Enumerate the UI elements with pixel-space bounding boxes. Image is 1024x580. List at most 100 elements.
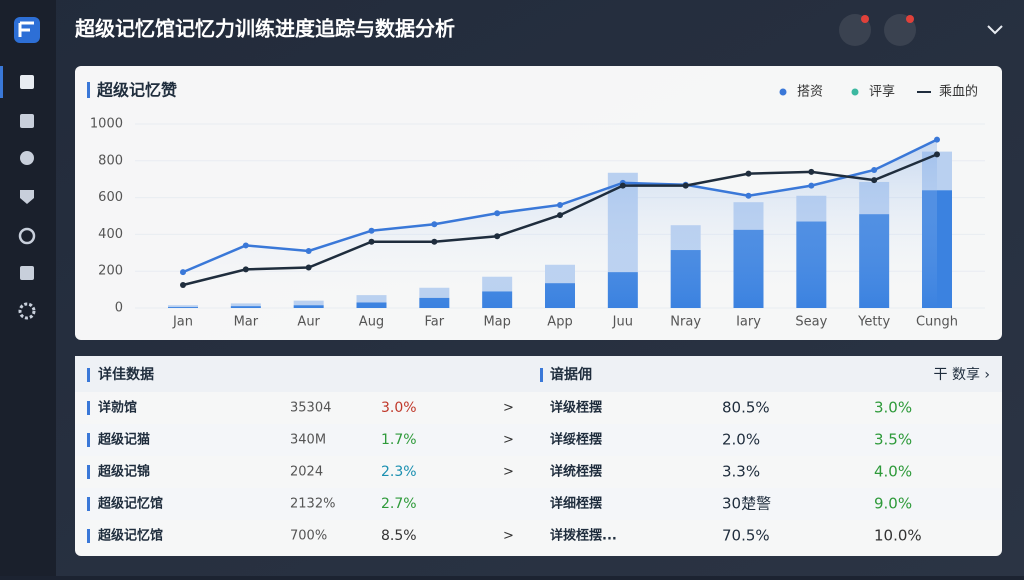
row-accent (87, 433, 90, 447)
row-name: 超级记锦 (98, 464, 150, 480)
row-accent (87, 465, 90, 479)
logo (14, 17, 40, 43)
line-point (494, 233, 501, 240)
legend-marker (851, 88, 859, 96)
x-tick-label: Seay (795, 315, 827, 330)
line-point (808, 168, 815, 175)
table-action[interactable]: 干 数享 › (934, 366, 991, 383)
x-tick-label: Map (483, 315, 510, 330)
line-point (871, 177, 878, 184)
row-value: 340M (290, 433, 326, 448)
legend-marker (779, 88, 787, 96)
row-arrow[interactable]: > (503, 433, 514, 448)
row-change: 2.3% (381, 464, 417, 480)
line-point (180, 282, 186, 288)
line-point (934, 151, 940, 158)
legend-label: 评享 (869, 84, 895, 100)
line-point (934, 136, 940, 143)
line-point (242, 242, 249, 249)
row-change: 1.7% (381, 432, 417, 448)
x-tick-label: Nray (670, 315, 701, 330)
y-tick-label: 400 (98, 227, 123, 242)
line-point (557, 212, 563, 219)
line-point (871, 167, 878, 173)
nav-icons[interactable] (18, 75, 36, 320)
y-tick-label: 0 (115, 301, 123, 316)
row-name2: 详绥桎摆 (550, 432, 602, 448)
line-point (494, 210, 501, 217)
active-indicator (0, 66, 3, 98)
row-name: 超级记忆馆 (98, 496, 163, 512)
row-name2: 详级桎摆 (550, 400, 602, 416)
row-arrow[interactable]: > (503, 401, 514, 416)
line-point (745, 170, 752, 177)
y-tick-label: 1000 (90, 117, 123, 132)
x-tick-label: Cungh (916, 315, 958, 330)
row-value: 2024 (290, 465, 323, 480)
line-point (305, 264, 312, 271)
row-change2: 4.0% (874, 463, 912, 481)
title-accent (87, 82, 90, 98)
row-arrow[interactable]: > (503, 465, 514, 480)
line-area (183, 139, 937, 308)
row-arrow[interactable]: > (503, 529, 514, 544)
row-name: 超级记忆馆 (98, 528, 163, 544)
line-point (808, 182, 815, 189)
y-tick-label: 200 (98, 264, 123, 279)
line-point (368, 238, 375, 245)
x-tick-label: Aug (359, 315, 384, 330)
sidebar (0, 0, 56, 576)
legend-label: 乘血的 (939, 84, 978, 100)
y-tick-label: 800 (98, 153, 123, 168)
row-value2: 30楚警 (722, 495, 771, 513)
row-value2: 70.5% (722, 527, 770, 545)
chart-title: 超级记忆赞 (96, 81, 177, 100)
row-value2: 3.3% (722, 463, 760, 481)
x-tick-label: Mar (234, 315, 259, 330)
x-tick-label: Juu (612, 315, 633, 330)
row-name: 超级记猫 (98, 432, 150, 448)
line-point (557, 201, 563, 208)
row-name2: 详拨桎摆... (550, 528, 617, 544)
row-accent (87, 529, 90, 543)
x-tick-label: Yetty (857, 315, 890, 330)
row-value: 2132% (290, 497, 335, 512)
row-value: 700% (290, 529, 327, 544)
x-tick-label: Aur (297, 315, 320, 330)
row-name2: 详细桎摆 (550, 496, 602, 512)
row-value2: 2.0% (722, 431, 760, 449)
x-tick-label: App (547, 315, 572, 330)
x-tick-label: Jan (172, 315, 193, 330)
line-point (305, 247, 312, 254)
row-value2: 80.5% (722, 399, 770, 417)
row-change: 3.0% (381, 400, 417, 416)
row-change: 8.5% (381, 528, 417, 544)
accent (87, 368, 90, 382)
row-value: 35304 (290, 401, 331, 416)
line-point (180, 269, 186, 276)
line-point (745, 192, 752, 199)
line-point (368, 227, 375, 234)
row-change2: 3.5% (874, 431, 912, 449)
row-change2: 9.0% (874, 495, 912, 513)
line-point (242, 266, 249, 273)
toolbar-icons[interactable] (839, 14, 1003, 46)
table-header (75, 356, 1002, 392)
page-title: 超级记忆馆记忆力训练进度追踪与数据分析 (74, 17, 455, 41)
row-accent (87, 401, 90, 415)
table-left-title: 详佳数据 (98, 366, 154, 383)
line-point (431, 238, 438, 245)
line-point (682, 182, 689, 189)
row-name2: 详统桎摆 (550, 464, 602, 480)
row-name: 详勍馆 (98, 400, 137, 416)
row-accent (87, 497, 90, 511)
row-change2: 10.0% (874, 527, 922, 545)
legend-label: 搭资 (797, 84, 823, 100)
x-tick-label: Far (425, 315, 445, 330)
row-stripe (75, 424, 1002, 456)
accent (540, 368, 543, 382)
row-change: 2.7% (381, 496, 417, 512)
line-point (619, 182, 626, 189)
line-point (431, 221, 438, 228)
